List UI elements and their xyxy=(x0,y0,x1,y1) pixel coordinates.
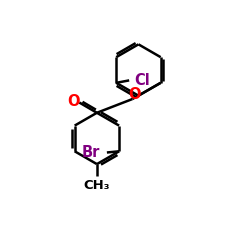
Text: Cl: Cl xyxy=(134,73,150,88)
Text: O: O xyxy=(129,87,141,102)
Text: O: O xyxy=(68,94,80,109)
Text: Br: Br xyxy=(81,145,100,160)
Text: CH₃: CH₃ xyxy=(84,179,110,192)
